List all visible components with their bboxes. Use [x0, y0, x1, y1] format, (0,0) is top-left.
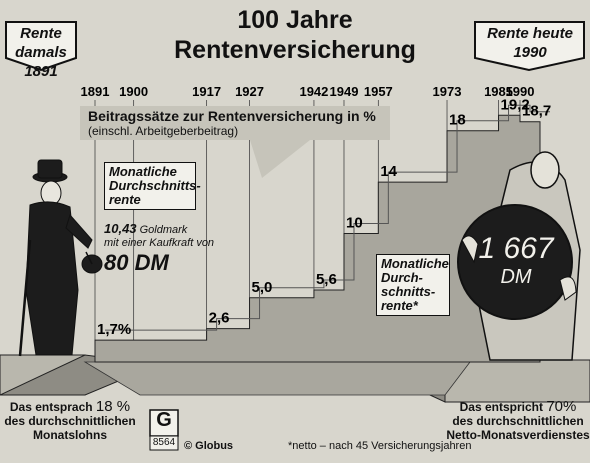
- footer-right-line3: Netto-Monatsverdienstes: [446, 428, 590, 442]
- monthly-then-amount: 10,43: [104, 221, 137, 236]
- footer-left: Das entsprach 18 % des durchschnittliche…: [2, 398, 138, 442]
- left-flag-shape: [5, 21, 77, 72]
- monthly-pension-now-label: Monatliche Durch-schnitts-rente*: [376, 254, 450, 316]
- value-label: 18: [449, 112, 466, 129]
- footer-left-percent: 18 %: [95, 398, 131, 415]
- right-flag-label: Rente heute: [487, 25, 573, 42]
- floor-band: [83, 361, 471, 396]
- footer-right-line1: Das entspricht: [459, 400, 543, 414]
- monthly-then-text1: Goldmark: [139, 224, 188, 236]
- right-flag-shape: [474, 21, 585, 72]
- value-label: 1,7%: [97, 321, 131, 338]
- left-flag: Rente damals 1891: [4, 24, 78, 81]
- globus-logo: G: [156, 409, 172, 431]
- title-line1: 100 Jahre: [237, 6, 353, 34]
- year-tick-label: 1917: [192, 84, 221, 99]
- chart-code-box: [149, 435, 179, 451]
- right-flag-year: 1990: [513, 44, 547, 61]
- staircase-bevel: [105, 104, 550, 331]
- chart-title: Beitragssätze zur Rentenversicherung in …: [88, 108, 376, 124]
- right-flag: Rente heute 1990: [475, 24, 585, 62]
- monthly-then-text2: mit einer Kaufkraft von: [104, 237, 215, 249]
- year-tick-label: 1942: [299, 84, 328, 99]
- value-label: 5,0: [252, 279, 273, 296]
- monthly-then-value: 80 DM: [104, 250, 169, 275]
- left-flag-label: Rente damals: [15, 25, 67, 61]
- year-tick-label: 1891: [81, 84, 110, 99]
- footer-left-line3: Monatslohns: [33, 428, 107, 442]
- footer-right-line2: des durchschnittlichen: [452, 414, 584, 428]
- old-pensioner-figure: [18, 159, 103, 357]
- footnote: *netto – nach 45 Versicherungsjahren: [288, 440, 472, 452]
- year-tick-label: 1900: [119, 84, 148, 99]
- footer-left-line2: des durchschnittlichen: [4, 414, 136, 428]
- year-tick-label: 1990: [506, 84, 535, 99]
- value-label: 10: [346, 215, 363, 232]
- left-flag-year: 1891: [24, 63, 58, 80]
- monthly-pension-then-details: 10,43 Goldmark mit einer Kaufkraft von: [104, 222, 244, 250]
- coin-unit: DM: [500, 266, 532, 288]
- value-label: 14: [380, 163, 397, 180]
- chart-subtitle: (einschl. Arbeitgeberbeitrag): [88, 124, 239, 138]
- coin-amount: 1 667: [478, 232, 554, 265]
- year-tick-label: 1973: [433, 84, 462, 99]
- title-line2: Rentenversicherung: [174, 36, 416, 64]
- footer-right: Das entspricht 70% des durchschnittliche…: [446, 398, 590, 442]
- coin: [457, 204, 573, 320]
- source-credit: © Globus: [184, 440, 234, 452]
- subtitle-pointer: [250, 140, 310, 178]
- chart-code: 8564: [152, 437, 176, 448]
- value-label: 5,6: [316, 271, 337, 288]
- value-label: 18,7: [522, 103, 551, 120]
- footer-right-percent: 70%: [546, 398, 577, 415]
- year-tick-label: 1927: [235, 84, 264, 99]
- year-tick-label: 1985: [484, 84, 513, 99]
- footer-left-line1: Das entsprach: [9, 400, 93, 414]
- value-label: 2,6: [209, 310, 230, 327]
- modern-pensioner-figure: [457, 151, 581, 361]
- value-label: 19,2: [501, 96, 530, 113]
- subtitle-banner: [80, 106, 390, 140]
- year-tick-label: 1957: [364, 84, 393, 99]
- year-tick-label: 1949: [330, 84, 359, 99]
- monthly-pension-then-label: Monatliche Durchschnitts-rente: [104, 162, 201, 210]
